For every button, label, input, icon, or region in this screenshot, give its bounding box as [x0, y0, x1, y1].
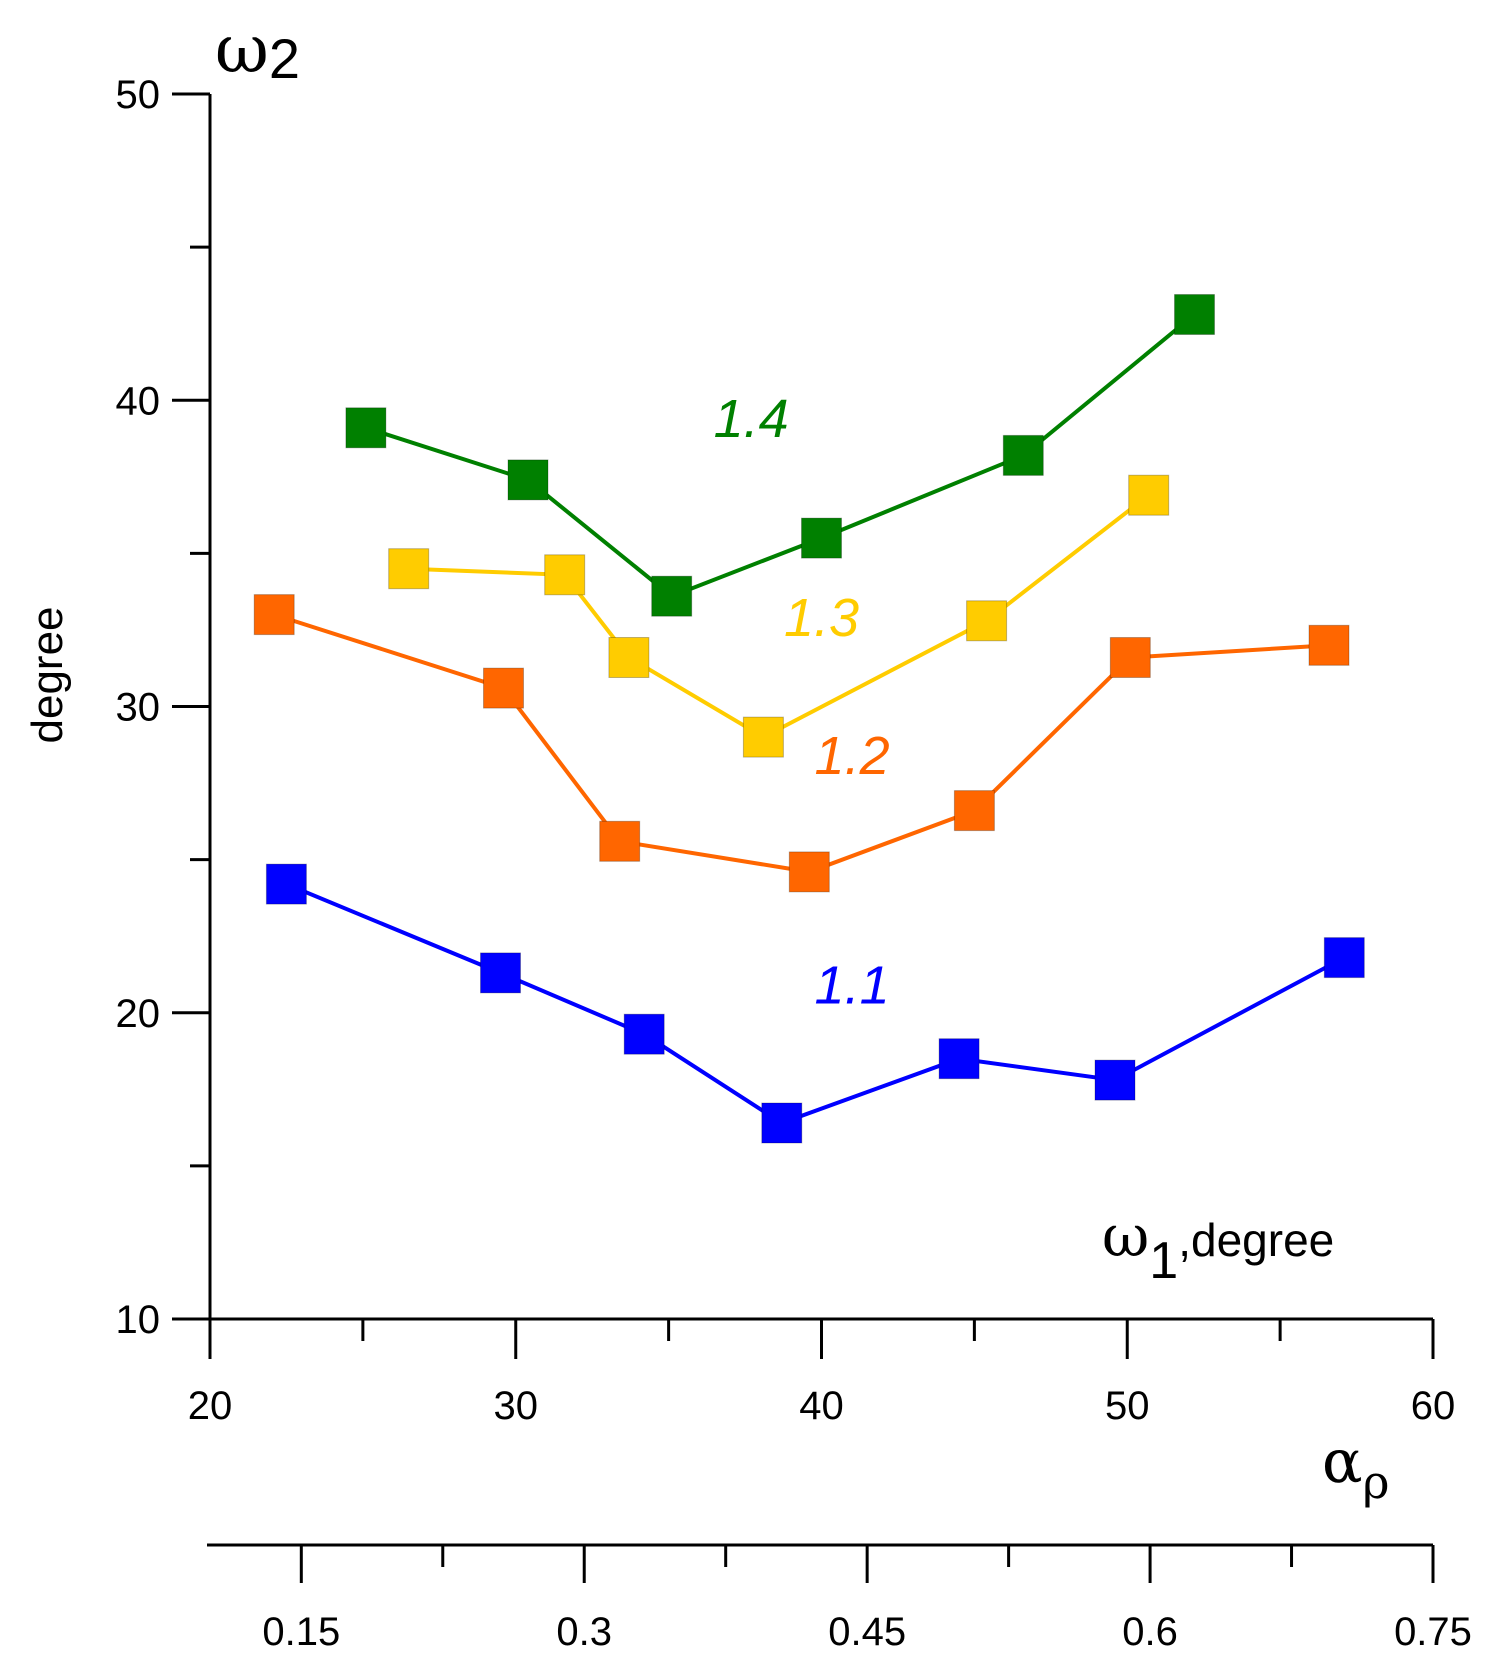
tick-labels: 10 20 30 40 50 20 30 40 50 60 0.15 0.3 0.45 0.6 0.75: [116, 73, 1472, 1654]
data-point: [1128, 474, 1170, 516]
x2-tick-label: 0.15: [262, 1610, 340, 1654]
y-tick-label: 40: [116, 379, 161, 423]
series-labels: 1.1 1.2 1.3 1.4: [714, 389, 890, 1016]
data-point: [480, 952, 521, 994]
x2-tick-label: 0.45: [828, 1610, 906, 1654]
ticks: [172, 92, 1435, 1583]
data-point: [1094, 1059, 1136, 1101]
x-tick-label: 60: [1411, 1384, 1456, 1428]
data-point: [1308, 624, 1350, 666]
x2-tick-label: 0.6: [1122, 1610, 1178, 1654]
x-axis-omega: ω: [1102, 1202, 1149, 1270]
data-point: [544, 554, 586, 596]
series-line: [408, 493, 1150, 740]
data-point: [599, 820, 641, 862]
x2-tick-label: 0.3: [556, 1610, 612, 1654]
data-point: [953, 790, 995, 832]
data-point: [761, 1102, 803, 1144]
x-tick-label: 30: [494, 1384, 539, 1428]
x2-tick-label: 0.75: [1394, 1610, 1472, 1654]
data-point: [388, 548, 430, 590]
data-point: [1109, 637, 1151, 678]
data-point: [742, 716, 784, 758]
data-point: [1174, 294, 1215, 335]
data-point: [483, 667, 524, 709]
data-point: [801, 517, 842, 559]
data-point: [345, 407, 387, 449]
data-point: [253, 594, 295, 636]
x-tick-label: 20: [188, 1384, 233, 1428]
series-label: 1.4: [714, 389, 789, 449]
y-tick-label: 20: [116, 992, 161, 1036]
y-axis-label: degree: [23, 606, 72, 743]
series: [253, 294, 1365, 1144]
data-point: [651, 575, 693, 617]
data-point: [265, 863, 307, 905]
series-label: 1.1: [815, 956, 890, 1016]
x-tick-label: 40: [799, 1384, 844, 1428]
y-tick-label: 10: [116, 1298, 161, 1342]
data-point: [938, 1038, 980, 1080]
data-point: [1323, 937, 1365, 979]
series-label: 1.2: [815, 726, 890, 786]
x-tick-label: 50: [1105, 1384, 1150, 1428]
x2-axis-title: αρ: [1322, 1427, 1390, 1509]
x-axis-title: ω1,degree: [1102, 1202, 1334, 1290]
y-tick-label: 50: [116, 73, 161, 117]
x-axis-label: ,degree: [1178, 1214, 1334, 1266]
y-axis-omega: ω: [215, 11, 269, 88]
x-axis-subscript: 1: [1149, 1232, 1178, 1290]
series-1-2: [253, 594, 1350, 893]
data-point: [1002, 434, 1044, 476]
series-label: 1.3: [784, 588, 859, 648]
x2-axis-alpha: α: [1322, 1427, 1363, 1497]
data-point: [507, 459, 549, 501]
series-1-3: [388, 474, 1170, 758]
y-axis-symbol: ω2: [215, 11, 300, 90]
y-axis-subscript: 2: [269, 27, 300, 90]
series-1-1: [265, 863, 1365, 1144]
data-point: [966, 600, 1008, 642]
data-point: [788, 851, 830, 893]
series-line: [365, 312, 1196, 599]
x2-axis-subscript: ρ: [1363, 1455, 1390, 1509]
data-point: [608, 637, 650, 678]
y-tick-label: 30: [116, 686, 161, 730]
series-line: [273, 612, 1330, 874]
series-1-4: [345, 294, 1215, 617]
data-point: [623, 1013, 665, 1055]
